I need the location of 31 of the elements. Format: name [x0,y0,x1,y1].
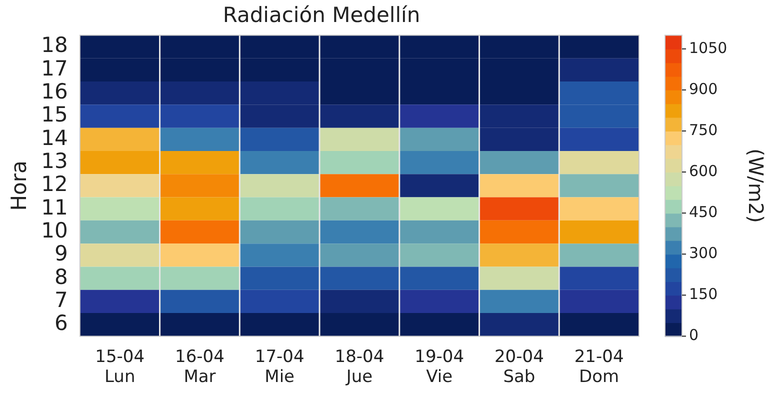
y-tick-label: 15 [41,102,68,127]
y-tick-label: 9 [54,242,68,266]
color-bar-label: 0 [689,326,699,344]
color-bar-label: 450 [689,202,718,221]
color-bar-title: (W/m2) [744,148,767,223]
y-tick-label: 13 [41,149,68,173]
y-tick-label: 6 [54,311,68,336]
x-tick-label: 17-04 Mie [254,346,304,388]
color-bar-label: 150 [689,285,718,304]
y-tick-label: 7 [54,288,68,312]
x-tick-label: 19-04 Vie [414,346,464,388]
x-tick-label: 21-04 Dom [574,346,624,388]
x-tick-label: 20-04 Sab [494,346,544,388]
y-tick-label: 12 [41,172,68,196]
y-tick-label: 10 [41,218,68,242]
y-tick-label: 8 [54,264,68,289]
y-tick-label: 18 [41,33,68,58]
x-tick-label: 16-04 Mar [175,346,224,388]
y-tick-label: 17 [41,56,68,80]
chart-title: Radiación Medellín [222,3,420,28]
y-axis-title: Hora [7,160,32,211]
color-bar-label: 300 [689,244,718,262]
color-bar-label: 900 [689,80,718,98]
color-bar-label: 750 [689,120,718,139]
color-bar-label: 1050 [689,38,728,57]
x-tick-label: 18-04 Jue [334,346,384,388]
x-tick-label: 15-04 Lun [95,346,145,388]
y-tick-label: 14 [41,126,68,150]
color-bar-label: 600 [689,162,718,180]
y-tick-label: 11 [41,195,68,220]
y-tick-label: 16 [41,80,68,104]
